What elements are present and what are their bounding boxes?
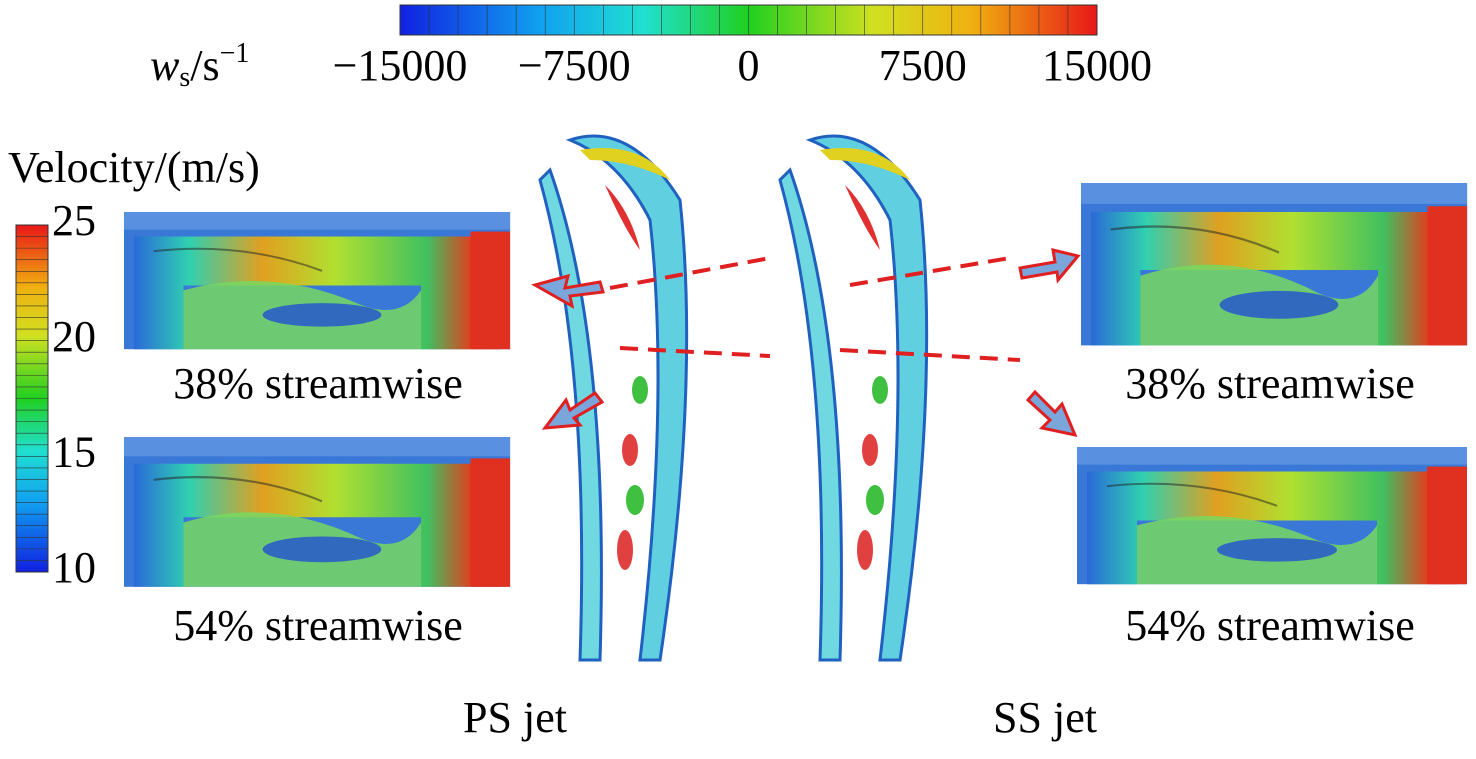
velocity-title: Velocity/(m/s) <box>8 143 260 192</box>
velocity-colorbar: 25 20 15 10 <box>15 196 96 592</box>
jet-label: SS jet <box>993 693 1097 742</box>
colorbar-tick-label: 20 <box>52 312 96 361</box>
colorbar-tick-label: −15000 <box>333 41 468 90</box>
caption: 54% streamwise <box>173 601 463 650</box>
colorbar-tick-label: 7500 <box>879 41 967 90</box>
colorbar-tick-label: 10 <box>52 543 96 592</box>
arrows <box>531 248 1081 438</box>
colorbar-tick-label: −7500 <box>518 41 631 90</box>
ps-top-panel <box>123 211 512 351</box>
vorticity-label: ws/s−1 <box>150 38 249 93</box>
ss-vortex <box>778 134 929 662</box>
caption: 38% streamwise <box>173 359 463 408</box>
jet-label: PS jet <box>463 693 567 742</box>
caption: 38% streamwise <box>1125 359 1415 408</box>
vorticity-colorbar: −15000 −7500 0 7500 15000 <box>333 4 1152 90</box>
colorbar-tick-label: 15000 <box>1042 41 1152 90</box>
caption: 54% streamwise <box>1125 601 1415 650</box>
section-lines <box>609 256 1021 362</box>
ps-vortex <box>538 134 689 662</box>
ss-bottom-panel <box>1076 446 1468 586</box>
colorbar-tick-label: 15 <box>52 427 96 476</box>
colorbar-tick-label: 0 <box>738 41 760 90</box>
ss-top-panel <box>1079 181 1469 347</box>
colorbar-tick-label: 25 <box>52 196 96 245</box>
ps-bottom-panel <box>122 435 512 588</box>
